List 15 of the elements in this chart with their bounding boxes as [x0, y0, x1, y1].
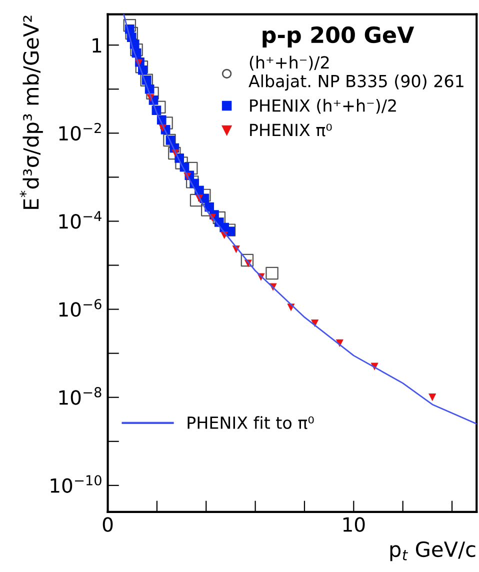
legend-label: PHENIX fit to π⁰ — [188, 416, 314, 430]
x-tick-label: 10 — [343, 517, 365, 532]
y-tick-label: 10$^{−4}$ — [59, 211, 102, 229]
legend-label: (h⁺+h⁻)/2 Albajat. NP B335 (90) 261 — [248, 56, 464, 91]
x-tick-label: 0 — [102, 517, 113, 532]
legend-title: p-p 200 GeV — [262, 26, 414, 48]
y-tick-label: 10$^{−8}$ — [59, 387, 102, 405]
y-tick-label: 10$^{−10}$ — [50, 475, 102, 493]
legend-label: PHENIX π⁰ — [250, 124, 332, 136]
y-tick-label: 10$^{−2}$ — [59, 122, 101, 141]
x-axis-title: p$_{t}$ GeV/c — [390, 541, 476, 562]
y-axis-title: E$^{*}$d³σ/dp³ mb/GeV² — [20, 16, 43, 209]
y-tick-label: 10$^{−6}$ — [59, 298, 102, 317]
y-tick-label: 1 — [92, 38, 102, 52]
legend-label: PHENIX (h⁺+h⁻)/2 — [250, 98, 396, 114]
